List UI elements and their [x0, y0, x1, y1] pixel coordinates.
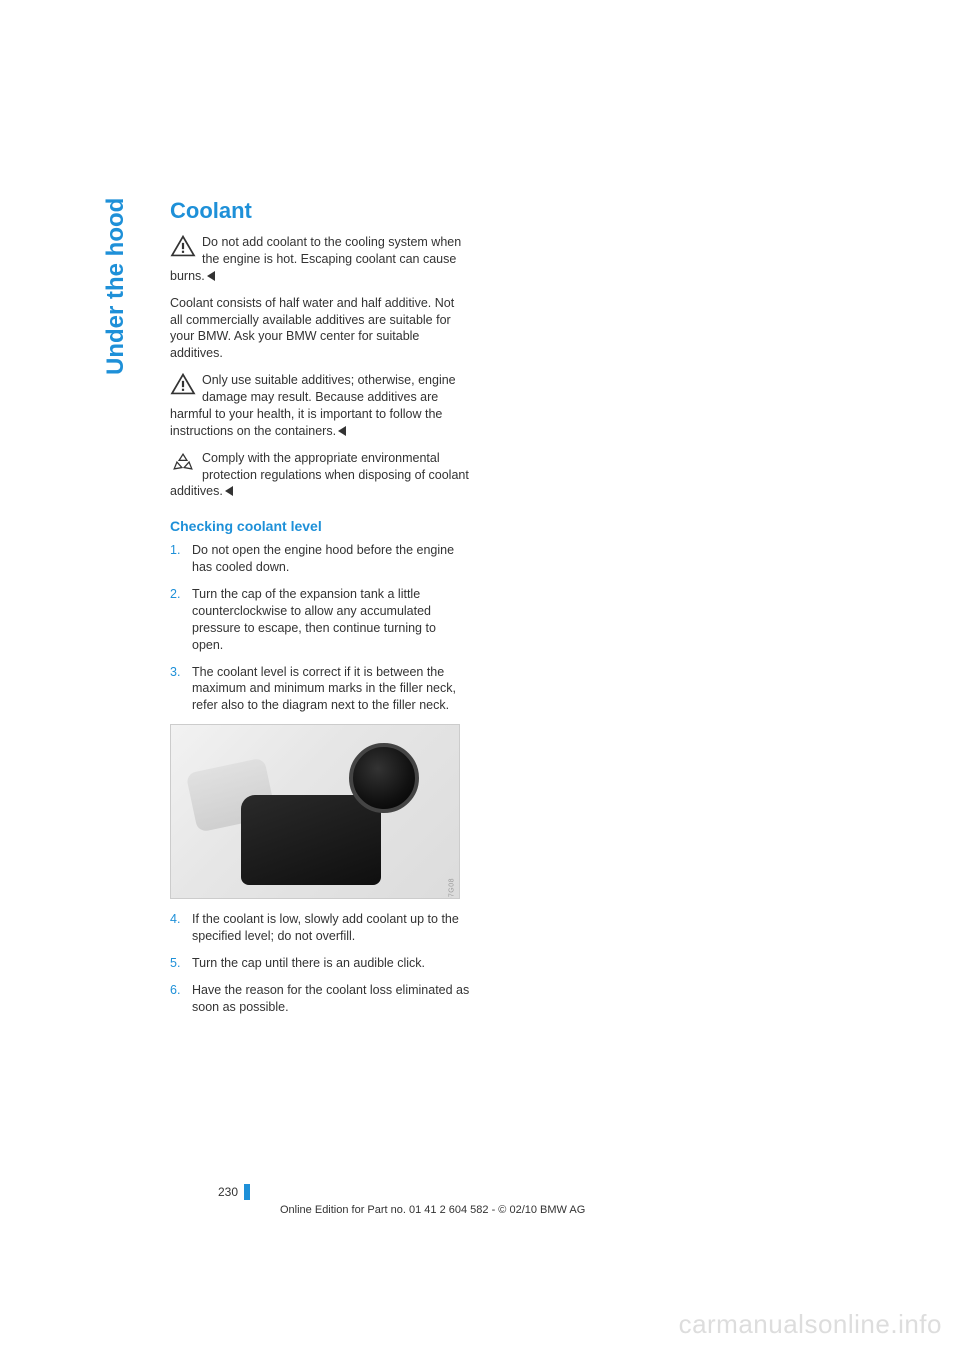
steps-list: 1. Do not open the engine hood before the… [170, 542, 470, 714]
coolant-figure: MG4007G08 [170, 724, 460, 899]
steps-list-continued: 4. If the coolant is low, slowly add cool… [170, 911, 470, 1015]
step-item: 3. The coolant level is correct if it is … [170, 664, 470, 715]
recycle-icon [170, 451, 196, 473]
step-text: Turn the cap until there is an audible c… [192, 956, 425, 970]
section-title: Coolant [170, 198, 470, 224]
paragraph-additive-info: Coolant consists of half water and half … [170, 295, 470, 363]
footer: 230 Online Edition for Part no. 01 41 2 … [170, 1184, 790, 1216]
step-text: The coolant level is correct if it is be… [192, 665, 456, 713]
subsection-title: Checking coolant level [170, 518, 470, 534]
step-item: 2. Turn the cap of the expansion tank a l… [170, 586, 470, 654]
warning-icon [170, 235, 196, 257]
end-mark-icon [207, 271, 215, 281]
footer-edition-line: Online Edition for Part no. 01 41 2 604 … [280, 1204, 790, 1216]
page-mark-icon [244, 1184, 250, 1200]
warning-icon [170, 373, 196, 395]
step-item: 5. Turn the cap until there is an audible… [170, 955, 470, 972]
end-mark-icon [338, 426, 346, 436]
step-number: 4. [170, 911, 180, 928]
step-text: If the coolant is low, slowly add coolan… [192, 912, 459, 943]
step-number: 2. [170, 586, 180, 603]
page-number-row: 230 [218, 1184, 790, 1200]
recycle-block: Comply with the appropriate environmenta… [170, 450, 470, 501]
recycle-text: Comply with the appropriate environmenta… [170, 451, 469, 499]
figure-cap-shape [349, 743, 419, 813]
page-number: 230 [218, 1185, 238, 1199]
figure-image-code: MG4007G08 [449, 878, 456, 899]
step-item: 1. Do not open the engine hood before the… [170, 542, 470, 576]
warning-block-1: Do not add coolant to the cooling system… [170, 234, 470, 285]
step-text: Turn the cap of the expansion tank a lit… [192, 587, 436, 652]
step-text: Have the reason for the coolant loss eli… [192, 983, 469, 1014]
warning-text-2: Only use suitable additives; otherwise, … [170, 373, 456, 438]
watermark: carmanualsonline.info [679, 1309, 942, 1340]
end-mark-icon [225, 486, 233, 496]
side-tab-label: Under the hood [102, 198, 130, 375]
step-number: 6. [170, 982, 180, 999]
step-item: 6. Have the reason for the coolant loss e… [170, 982, 470, 1016]
page-content: Coolant Do not add coolant to the coolin… [170, 198, 470, 1026]
step-text: Do not open the engine hood before the e… [192, 543, 454, 574]
step-number: 1. [170, 542, 180, 559]
figure-tank-shape [241, 795, 381, 885]
step-number: 3. [170, 664, 180, 681]
warning-block-2: Only use suitable additives; otherwise, … [170, 372, 470, 440]
step-item: 4. If the coolant is low, slowly add cool… [170, 911, 470, 945]
step-number: 5. [170, 955, 180, 972]
